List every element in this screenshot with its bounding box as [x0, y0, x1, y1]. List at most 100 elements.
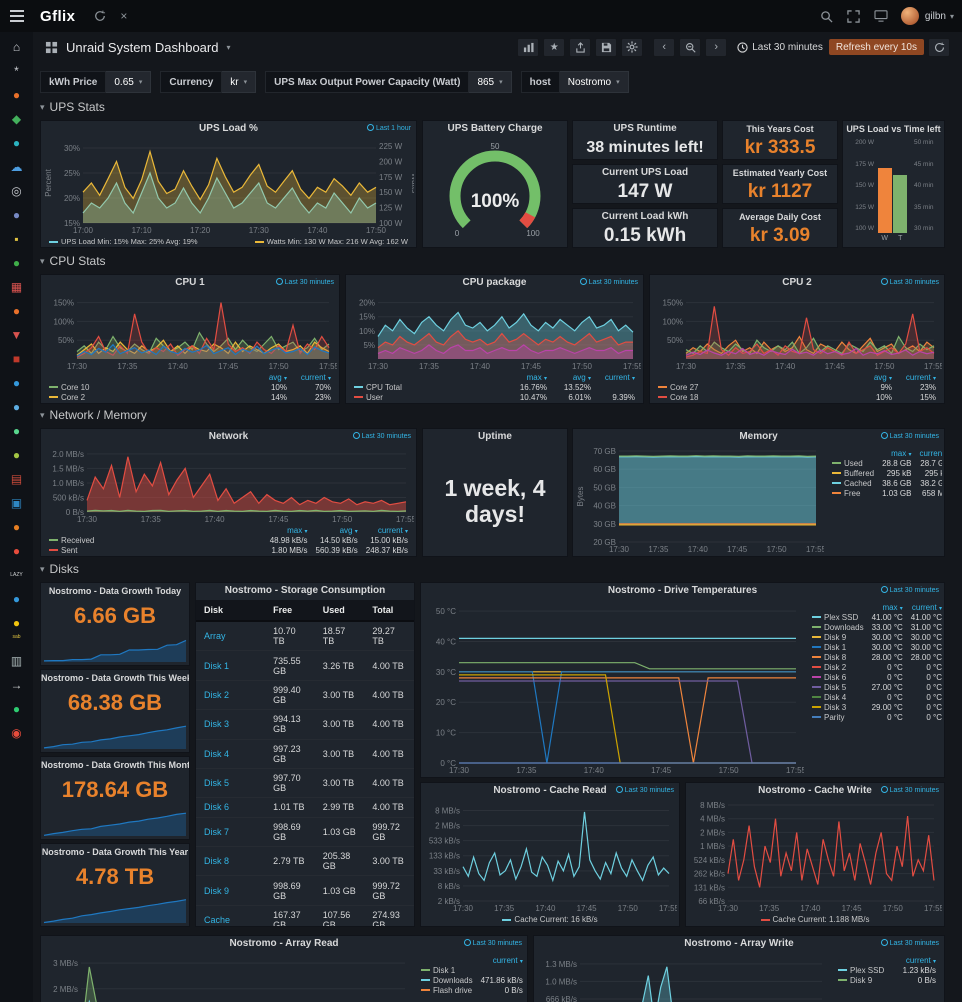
- variable-currency[interactable]: Currency kr ▾: [160, 71, 257, 93]
- forward-arrow-button[interactable]: ›: [705, 37, 728, 57]
- panel-title[interactable]: Nostromo - Array Write: [684, 938, 794, 949]
- back-arrow-button[interactable]: ‹: [653, 37, 676, 57]
- sidebar-item-settings-icon[interactable]: *: [14, 64, 19, 78]
- array-read-legend[interactable]: current ▾ Disk 1 Downloads 471.86 kB/s Flash…: [413, 952, 525, 1002]
- panel-title[interactable]: Nostromo - Data Growth Today: [48, 586, 182, 596]
- user-menu-caret-icon[interactable]: ▾: [949, 11, 954, 21]
- cache-read-chart[interactable]: 8 MB/s 2 MB/s 533 kB/s 133 kB/s 33 kB/s 8 kB/…: [423, 799, 677, 913]
- sidebar-item-app-shield-icon[interactable]: ▼: [10, 328, 23, 342]
- sidebar-item-app-green2-icon[interactable]: ●: [12, 424, 21, 438]
- zoom-out-button[interactable]: [679, 37, 702, 57]
- sidebar-item-sab-icon[interactable]: ● sab: [12, 616, 21, 640]
- avatar[interactable]: [900, 7, 919, 25]
- sidebar-item-app-orange-icon[interactable]: ●: [12, 88, 21, 102]
- sidebar-item-app-berry-icon[interactable]: ●: [12, 544, 21, 558]
- panel-title[interactable]: Average Daily Cost: [739, 212, 821, 222]
- sidebar-item-search-icon[interactable]: ◎: [11, 184, 22, 198]
- sidebar-item-app-indigo-icon[interactable]: ●: [12, 208, 21, 222]
- sidebar-item-app-stripes-icon[interactable]: ▤: [10, 472, 23, 486]
- section-network-memory[interactable]: ▾ Network / Memory: [40, 408, 147, 422]
- panel-title[interactable]: UPS Battery Charge: [447, 123, 543, 134]
- panel-title[interactable]: UPS Load vs Time left: [846, 124, 941, 134]
- star-button[interactable]: ★: [543, 37, 566, 57]
- fullscreen-icon[interactable]: [847, 9, 860, 23]
- sidebar-item-library-icon[interactable]: ▥: [10, 654, 23, 668]
- panel-title[interactable]: Memory: [739, 431, 778, 442]
- panel-title[interactable]: CPU 1: [175, 277, 205, 288]
- cpu2-chart[interactable]: 150% 100% 50% 17:30 17:35 17:40 17:45 17:50 17:5…: [652, 291, 942, 371]
- panel-title[interactable]: CPU package: [462, 277, 527, 288]
- section-ups-stats[interactable]: ▾ UPS Stats: [40, 100, 105, 114]
- panel-title[interactable]: Current UPS Load: [601, 167, 689, 178]
- sidebar-item-app-target-icon[interactable]: ◉: [11, 726, 22, 740]
- panel-title[interactable]: Estimated Yearly Cost: [732, 168, 828, 178]
- sidebar-item-app-camera-icon[interactable]: ▣: [10, 496, 23, 510]
- share-button[interactable]: [569, 37, 592, 57]
- monitor-icon[interactable]: [874, 10, 888, 22]
- ups-load-chart[interactable]: 30% 25% 20% 15% 225 W 200 W 175 W 150 W 125 W 100…: [43, 137, 414, 235]
- menu-icon[interactable]: [0, 0, 34, 32]
- panel-title[interactable]: Network: [208, 431, 249, 442]
- panel-title[interactable]: Uptime: [478, 431, 512, 442]
- sidebar-item-app-drop-icon[interactable]: ●: [12, 592, 21, 606]
- ups-load-legend[interactable]: UPS Load Min: 15% Max: 25% Avg: 19% Watt…: [49, 237, 408, 246]
- sidebar-item-lazy-icon[interactable]: LAZY: [10, 572, 23, 578]
- sidebar-item-app-blue-icon[interactable]: ●: [12, 376, 21, 390]
- sidebar-item-logout-icon[interactable]: →: [10, 678, 23, 692]
- drive-temps-legend[interactable]: max ▾ current ▾ Plex SSD 41.00 °C 41.00 °C Do…: [804, 599, 942, 775]
- sidebar-item-app-orange2-icon[interactable]: ●: [12, 304, 21, 318]
- array-read-chart[interactable]: 3 MB/s2 MB/s1 MB/s0 B/s17:3017:3517:4017…: [43, 952, 413, 1002]
- panel-title[interactable]: UPS Runtime: [613, 123, 677, 134]
- panel-title[interactable]: Nostromo - Cache Write: [758, 785, 872, 796]
- drive-temps-chart[interactable]: 50 °C 40 °C 30 °C 20 °C 10 °C 0 °C 17:30 17:35 1…: [423, 599, 804, 775]
- panel-title[interactable]: Nostromo - Data Growth This Week: [41, 673, 189, 683]
- sidebar-item-home-icon[interactable]: ⌂: [12, 40, 21, 54]
- sidebar-item-app-teal-icon[interactable]: ●: [12, 136, 21, 150]
- sidebar-item-app-red-box-icon[interactable]: ■: [12, 352, 21, 366]
- refresh-interval-button[interactable]: Refresh every 10s: [828, 39, 924, 55]
- panel-title[interactable]: This Years Cost: [746, 124, 814, 134]
- cache-write-legend[interactable]: Cache Current: 1.188 MB/s: [686, 915, 944, 924]
- variable-kwh-price[interactable]: kWh Price 0.65 ▾: [40, 71, 152, 93]
- tab-close-icon[interactable]: ×: [120, 9, 128, 23]
- panel-title[interactable]: Nostromo - Cache Read: [493, 785, 607, 796]
- dashboard-title-dropdown[interactable]: Unraid System Dashboard: [66, 39, 219, 55]
- dashboard-caret-icon[interactable]: ▾: [226, 42, 231, 52]
- panel-title[interactable]: Nostromo - Data Growth This Year: [41, 847, 189, 857]
- sidebar-item-app-green-diamond-icon[interactable]: ◆: [11, 112, 22, 126]
- ups-load-vs-time-bars[interactable]: 200 W 175 W 150 W 125 W 100 W W T 50 min 45 min 4…: [855, 139, 934, 242]
- sidebar-item-app-lime-icon[interactable]: ●: [12, 448, 21, 462]
- sidebar-item-app-green-icon[interactable]: ●: [12, 256, 21, 270]
- panel-title[interactable]: Nostromo - Array Read: [229, 938, 339, 949]
- storage-table[interactable]: Disk Free Used Total Array 10.70 TB 18.57 TB 29…: [196, 600, 414, 926]
- memory-chart[interactable]: 70 GB 60 GB 50 GB 40 GB 30 GB 20 GB 17:30 17:35…: [575, 445, 824, 554]
- panel-title[interactable]: Current Load kWh: [601, 211, 689, 222]
- save-button[interactable]: [595, 37, 618, 57]
- cache-write-chart[interactable]: 8 MB/s 4 MB/s 2 MB/s 1 MB/s 524 kB/s 262 kB/s…: [688, 799, 942, 913]
- variable-host[interactable]: host Nostromo ▾: [520, 71, 629, 93]
- settings-button[interactable]: [621, 37, 644, 57]
- cpu2-legend[interactable]: avg ▾ current ▾ Core 27 9% 23% Core 18 10% 15%: [654, 373, 940, 402]
- sidebar-item-app-red-grid-icon[interactable]: ▦: [10, 280, 23, 294]
- cache-read-legend[interactable]: Cache Current: 16 kB/s: [421, 915, 679, 924]
- tab-refresh-icon[interactable]: [94, 10, 106, 22]
- panel-title[interactable]: Nostromo - Drive Temperatures: [607, 585, 758, 596]
- section-disks[interactable]: ▾ Disks: [40, 562, 79, 576]
- cpu1-legend[interactable]: avg ▾ current ▾ Core 10 10% 70% Core 2 14% 23%: [45, 373, 335, 402]
- cpu-package-legend[interactable]: max ▾ avg ▾ current ▾ CPU Total 16.76% 13.52%…: [350, 373, 639, 402]
- panel-title[interactable]: UPS Load %: [199, 123, 258, 134]
- panel-title[interactable]: Nostromo - Data Growth This Month: [41, 760, 189, 770]
- time-range-button[interactable]: Last 30 minutes: [737, 42, 823, 53]
- add-panel-button[interactable]: [517, 37, 540, 57]
- sidebar-item-github-icon[interactable]: ●: [12, 702, 21, 716]
- cpu-package-chart[interactable]: 20% 15% 10% 5% 17:30 17:35 17:40 17:45 17:50 17:5…: [348, 291, 641, 371]
- network-chart[interactable]: 2.0 MB/s 1.5 MB/s 1.0 MB/s 500 kB/s 0 B/s 17:…: [43, 445, 414, 524]
- sidebar-item-app-yellow-icon[interactable]: ▪: [14, 232, 19, 246]
- section-cpu-stats[interactable]: ▾ CPU Stats: [40, 254, 106, 268]
- sidebar-item-app-lightblue-icon[interactable]: ●: [12, 400, 21, 414]
- dashboards-grid-icon[interactable]: [45, 41, 58, 54]
- cpu1-chart[interactable]: 150% 100% 50% 17:30 17:35 17:40 17:45 17:50 17:5…: [43, 291, 337, 371]
